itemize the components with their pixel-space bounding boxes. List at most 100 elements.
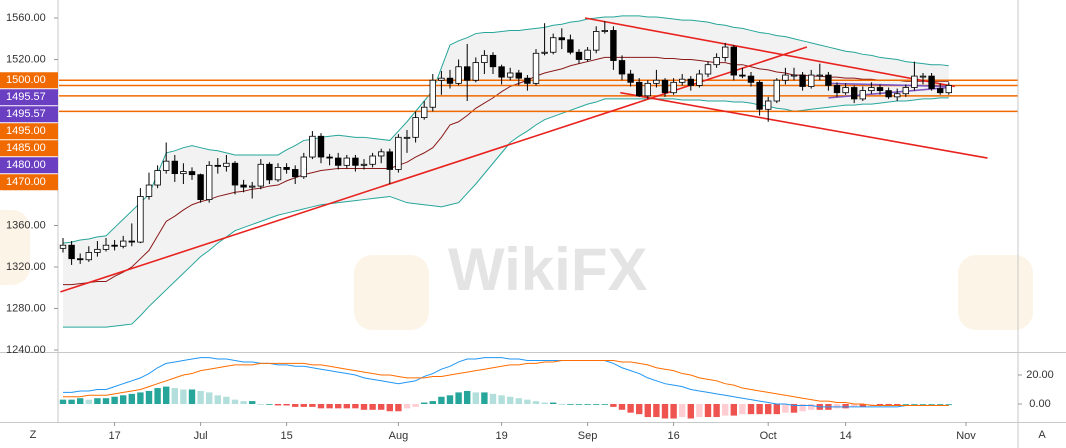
histogram-bar [584,404,591,405]
candle-body [816,74,823,77]
x-tick-label: 15 [280,430,292,442]
histogram-bar [111,396,118,404]
histogram-bar [928,404,935,405]
x-tick-label: Aug [389,430,409,442]
zoom-button[interactable]: Z [30,429,37,441]
histogram-bar [567,404,574,405]
histogram-bar [369,404,376,410]
candle-body [154,170,161,186]
histogram-bar [214,395,221,404]
candle-body [291,169,299,178]
candle-body [911,75,918,88]
level-label-bg [0,174,58,191]
candle-body [808,74,815,87]
x-tick-label: 17 [108,430,120,442]
watermark-logos [0,210,1033,330]
histogram-bar [120,395,127,404]
histogram-bar [636,404,643,415]
histogram-bar [730,404,737,416]
candle-body [885,90,892,98]
macd-pane [59,357,952,419]
candle-body [679,78,686,83]
candle-body [584,49,591,60]
histogram-bar [163,386,170,404]
histogram-bar [309,404,316,407]
histogram-bar [541,402,548,404]
candle-body [395,136,402,170]
candle-body [919,75,927,78]
candle-body [937,88,944,94]
candle-body [730,46,737,76]
candle-body [403,136,411,139]
histogram-bar [687,404,694,419]
level-label-bg [0,89,58,106]
candle-body [653,79,660,84]
auto-button[interactable]: A [1038,429,1046,441]
candle-body [550,37,557,53]
candle-body [214,164,221,167]
candle-body [558,37,565,41]
candle-body [756,81,763,110]
candle-body [661,79,669,94]
histogram-bar [550,402,557,404]
candle-body [369,155,376,165]
histogram-bar [102,398,110,404]
y-tick-label: 1320.00 [6,261,46,273]
histogram-bar [335,404,342,409]
histogram-bar [679,404,686,418]
candle-body [300,156,307,178]
histogram-bar [438,396,445,404]
histogram-bar [593,404,600,405]
band-fill [63,15,949,328]
y-tick-label: 1360.00 [6,219,46,231]
candle-body [463,66,471,81]
histogram-bar [782,404,789,413]
candle-body [593,31,600,51]
candle-body [833,85,841,94]
candle-body [171,160,178,175]
histogram-bar [644,404,651,418]
candle-body [489,54,497,68]
x-tick-label: 14 [839,430,851,442]
histogram-bar [180,389,187,404]
histogram-bar [696,404,703,418]
candle-body [223,162,230,167]
histogram-bar [472,392,479,404]
histogram-bar [412,404,419,407]
histogram-bar [77,398,84,404]
histogram-bar [713,404,720,418]
histogram-bar [240,401,247,404]
trendline [60,46,808,293]
candle-body [472,62,479,81]
histogram-bar [515,398,522,404]
histogram-bar [902,404,909,405]
histogram-bar [274,404,282,406]
candle-body [145,184,153,197]
histogram-bar [868,404,875,406]
candle-body [498,66,505,78]
level-label: 1495.57 [6,91,46,103]
histogram-bar [343,404,350,409]
histogram-bar [197,390,204,404]
y-tick-label: 1520.00 [6,53,46,65]
candle-body [360,163,368,166]
candle-body [859,90,866,100]
y2-tick-label: 0.00 [1029,398,1050,410]
candle-body [851,87,858,100]
x-tick-label: 16 [667,430,679,442]
candle-body [111,244,118,247]
histogram-bar [231,399,239,404]
level-label: 1470.00 [6,176,46,188]
candle-body [506,72,514,78]
candle-body [782,74,789,81]
histogram-bar [94,398,101,404]
histogram-bar [876,404,884,406]
candle-body [429,79,436,108]
candle-body [601,30,608,32]
histogram-bar [249,401,256,404]
watermark: WikiFX [448,236,647,303]
price-pane [59,15,1018,328]
candle-body [868,87,875,92]
